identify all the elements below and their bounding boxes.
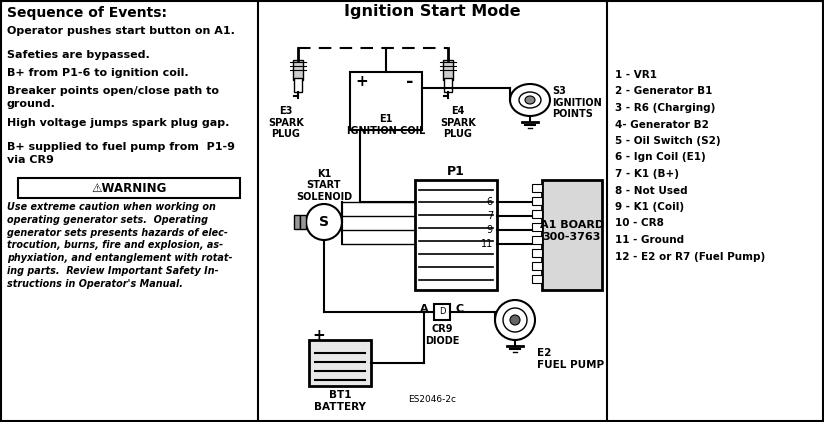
Circle shape <box>503 308 527 332</box>
Bar <box>532 249 542 257</box>
Text: S: S <box>319 215 329 229</box>
Text: E2
FUEL PUMP: E2 FUEL PUMP <box>537 348 604 370</box>
Text: 12 - E2 or R7 (Fuel Pump): 12 - E2 or R7 (Fuel Pump) <box>615 252 765 262</box>
Text: E3
SPARK
PLUG: E3 SPARK PLUG <box>268 106 304 139</box>
Bar <box>532 236 542 244</box>
Text: CR9
DIODE: CR9 DIODE <box>425 324 459 346</box>
Text: 2 - Generator B1: 2 - Generator B1 <box>615 87 713 97</box>
Text: 11 - Ground: 11 - Ground <box>615 235 684 245</box>
Bar <box>532 262 542 270</box>
Bar <box>293 60 303 80</box>
Text: D: D <box>438 308 445 316</box>
Text: ES2046-2c: ES2046-2c <box>409 395 456 404</box>
Bar <box>444 78 452 92</box>
Text: S3
IGNITION
POINTS: S3 IGNITION POINTS <box>552 86 602 119</box>
Bar <box>542 180 602 290</box>
Bar <box>532 184 542 192</box>
Bar <box>294 215 300 229</box>
Bar <box>532 223 542 231</box>
Bar <box>532 210 542 218</box>
Text: Ignition Start Mode: Ignition Start Mode <box>344 4 521 19</box>
Ellipse shape <box>519 92 541 108</box>
Ellipse shape <box>525 96 535 104</box>
Text: B+ from P1-6 to ignition coil.: B+ from P1-6 to ignition coil. <box>7 68 189 78</box>
Text: 3 - R6 (Charging): 3 - R6 (Charging) <box>615 103 715 113</box>
Text: 1 - VR1: 1 - VR1 <box>615 70 657 80</box>
Text: B+ supplied to fuel pump from  P1-9
via CR9: B+ supplied to fuel pump from P1-9 via C… <box>7 142 235 165</box>
Text: +: + <box>356 75 368 89</box>
Text: 5 - Oil Switch (S2): 5 - Oil Switch (S2) <box>615 136 721 146</box>
Text: K1
START
SOLENOID: K1 START SOLENOID <box>296 169 352 202</box>
Bar <box>300 215 306 229</box>
Text: E1
IGNITION COIL: E1 IGNITION COIL <box>347 114 425 135</box>
Circle shape <box>495 300 535 340</box>
Text: Safeties are bypassed.: Safeties are bypassed. <box>7 50 150 60</box>
Bar <box>350 72 422 130</box>
Text: 7: 7 <box>487 211 493 221</box>
Text: +: + <box>312 328 325 344</box>
Text: 4- Generator B2: 4- Generator B2 <box>615 119 709 130</box>
Text: 6 - Ign Coil (E1): 6 - Ign Coil (E1) <box>615 152 705 162</box>
Text: E4
SPARK
PLUG: E4 SPARK PLUG <box>440 106 476 139</box>
Text: 8 - Not Used: 8 - Not Used <box>615 186 687 195</box>
Text: 9: 9 <box>487 225 493 235</box>
Bar <box>532 275 542 283</box>
Text: High voltage jumps spark plug gap.: High voltage jumps spark plug gap. <box>7 118 229 128</box>
Text: -: - <box>406 73 414 91</box>
Text: Operator pushes start button on A1.: Operator pushes start button on A1. <box>7 26 235 36</box>
Text: 7 - K1 (B+): 7 - K1 (B+) <box>615 169 679 179</box>
Bar <box>18 178 240 198</box>
Text: A: A <box>419 304 428 314</box>
Text: Breaker points open/close path to
ground.: Breaker points open/close path to ground… <box>7 86 219 109</box>
Text: 11: 11 <box>480 239 493 249</box>
Text: P1: P1 <box>447 165 465 178</box>
Text: A1 BOARD
300-3763: A1 BOARD 300-3763 <box>540 220 604 242</box>
Text: ⚠WARNING: ⚠WARNING <box>91 181 166 195</box>
Text: 9 - K1 (Coil): 9 - K1 (Coil) <box>615 202 684 212</box>
Bar <box>434 304 450 320</box>
Bar <box>309 340 371 386</box>
Bar <box>294 78 302 92</box>
Text: 6: 6 <box>487 197 493 207</box>
Bar <box>443 60 453 80</box>
Bar <box>532 197 542 205</box>
Text: C: C <box>456 304 464 314</box>
Text: Use extreme caution when working on
operating generator sets.  Operating
generat: Use extreme caution when working on oper… <box>7 202 232 289</box>
Text: 10 - CR8: 10 - CR8 <box>615 219 664 228</box>
Bar <box>415 180 497 290</box>
Circle shape <box>510 315 520 325</box>
Text: Sequence of Events:: Sequence of Events: <box>7 6 167 20</box>
Ellipse shape <box>510 84 550 116</box>
Text: BT1
BATTERY: BT1 BATTERY <box>314 390 366 411</box>
Circle shape <box>306 204 342 240</box>
